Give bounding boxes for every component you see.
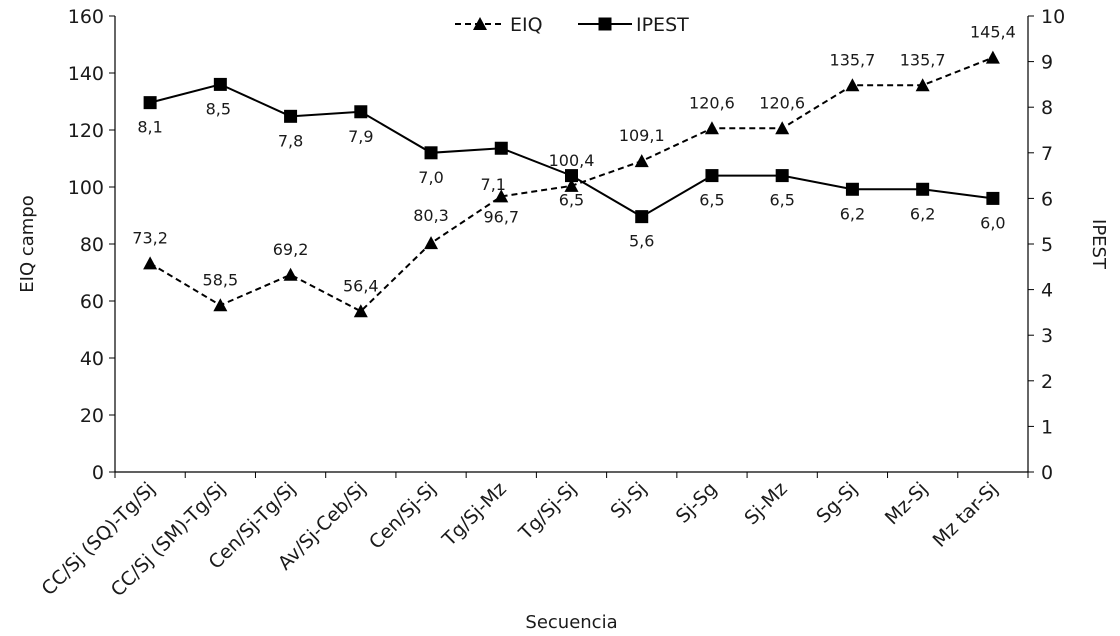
eiq-data-label: 80,3 — [413, 206, 449, 225]
x-category-label: Cen/Sj-Sj — [365, 478, 441, 554]
right-y-axis-title: IPEST — [1088, 219, 1109, 270]
legend-ipest-square-marker — [598, 17, 612, 31]
x-category-label: Sj-Mz — [740, 478, 791, 529]
ipest-square-point — [986, 191, 1000, 205]
ipest-data-label: 7,9 — [348, 127, 373, 146]
ipest-square-point — [635, 210, 649, 224]
ipest-data-label: 6,5 — [699, 191, 724, 210]
x-category-label: Tg/Sj-Mz — [438, 478, 511, 551]
eiq-triangle-point — [213, 298, 228, 312]
eiq-triangle-point — [845, 78, 860, 92]
left-y-axis-title: EIQ campo — [17, 195, 38, 292]
left-y-tick-label: 120 — [68, 120, 104, 142]
eiq-data-label: 120,6 — [759, 93, 805, 112]
ipest-square-point — [565, 169, 578, 183]
right-y-tick-label: 8 — [1041, 97, 1053, 119]
right-y-tick-label: 9 — [1041, 52, 1053, 74]
x-category-label: Mz tar-Sj — [929, 478, 1003, 552]
series-layer — [143, 50, 1000, 318]
ipest-data-label: 6,2 — [840, 204, 865, 223]
data-labels: 73,2 58,5 69,2 56,4 80,3 96,7 100,4 109,1 120,6 1… — [132, 23, 1015, 296]
eiq-data-label: 96,7 — [483, 207, 519, 226]
eiq-data-label: 109,1 — [619, 126, 665, 145]
eiq-data-label: 58,5 — [203, 270, 239, 289]
ipest-square-point — [705, 169, 719, 183]
right-y-tick-label: 2 — [1041, 371, 1053, 393]
x-category-label: Sj-Sj — [606, 478, 651, 523]
ipest-square-point — [213, 77, 227, 91]
eiq-triangle-point — [424, 236, 439, 250]
eiq-triangle-point — [494, 189, 509, 203]
ipest-data-label: 6,5 — [559, 191, 584, 210]
eiq-triangle-point — [985, 50, 1000, 64]
ipest-data-label: 7,0 — [418, 168, 443, 187]
x-axis-title: Secuencia — [525, 612, 617, 633]
eiq-triangle-point — [564, 178, 579, 192]
right-y-tick-label: 6 — [1041, 188, 1053, 210]
legend: EIQ IPEST — [455, 14, 689, 36]
eiq-triangle-point — [915, 78, 930, 92]
eiq-data-label: 56,4 — [343, 276, 379, 295]
right-y-axis-ticks: 0 1 2 3 4 5 6 7 8 9 10 — [1028, 6, 1065, 484]
left-y-axis-ticks: 0 20 40 60 80 100 120 140 160 — [68, 6, 115, 484]
right-y-tick-label: 5 — [1041, 234, 1053, 256]
ipest-data-label: 6,5 — [769, 191, 794, 210]
eiq-triangle-point — [283, 267, 298, 281]
right-y-tick-label: 0 — [1041, 462, 1053, 484]
eiq-triangle-point — [775, 121, 790, 135]
left-y-tick-label: 100 — [68, 177, 104, 199]
x-category-label: Mz-Sj — [881, 478, 932, 529]
legend-ipest-label: IPEST — [636, 14, 689, 36]
eiq-triangle-point — [143, 256, 158, 270]
legend-eiq-triangle-marker — [473, 17, 487, 30]
ipest-data-label: 8,1 — [137, 118, 162, 137]
ipest-data-label: 7,1 — [481, 175, 506, 194]
ipest-data-label: 7,8 — [278, 131, 303, 150]
eiq-data-label: 100,4 — [549, 151, 595, 170]
ipest-square-point — [424, 146, 438, 160]
eiq-data-label: 135,7 — [900, 50, 946, 69]
left-y-tick-label: 0 — [92, 462, 104, 484]
ipest-data-label: 5,6 — [629, 232, 654, 251]
ipest-data-label: 6,0 — [980, 213, 1005, 232]
right-y-tick-label: 3 — [1041, 325, 1053, 347]
legend-eiq-label: EIQ — [510, 14, 543, 36]
eiq-data-label: 135,7 — [830, 50, 876, 69]
x-category-label: Sj-Sg — [672, 478, 722, 528]
left-y-tick-label: 60 — [80, 291, 104, 313]
eiq-data-label: 73,2 — [132, 228, 168, 247]
x-category-label: Tg/Sj-Sj — [514, 478, 581, 545]
ipest-square-point — [284, 109, 298, 123]
ipest-square-point — [775, 169, 789, 183]
ipest-square-point — [845, 182, 859, 196]
ipest-data-label: 8,5 — [206, 99, 231, 118]
right-y-tick-label: 1 — [1041, 416, 1053, 438]
left-y-tick-label: 140 — [68, 63, 104, 85]
ipest-square-point — [354, 105, 368, 119]
x-category-label: Sg-Sj — [812, 478, 862, 528]
ipest-square-point — [143, 96, 157, 110]
eiq-triangle-point — [634, 154, 649, 168]
eiq-triangle-point — [704, 121, 719, 135]
ipest-data-label: 6,2 — [910, 204, 935, 223]
eiq-triangle-point — [353, 304, 368, 318]
ipest-square-point — [494, 141, 508, 155]
eiq-data-label: 145,4 — [970, 23, 1016, 42]
left-y-tick-label: 160 — [68, 6, 104, 28]
right-y-tick-label: 10 — [1041, 6, 1065, 28]
right-y-tick-label: 4 — [1041, 280, 1053, 302]
eiq-data-label: 120,6 — [689, 93, 735, 112]
right-y-tick-label: 7 — [1041, 143, 1053, 165]
eiq-data-label: 69,2 — [273, 240, 309, 259]
ipest-square-point — [916, 182, 930, 196]
left-y-tick-label: 40 — [80, 348, 104, 370]
left-y-tick-label: 20 — [80, 405, 104, 427]
left-y-tick-label: 80 — [80, 234, 104, 256]
